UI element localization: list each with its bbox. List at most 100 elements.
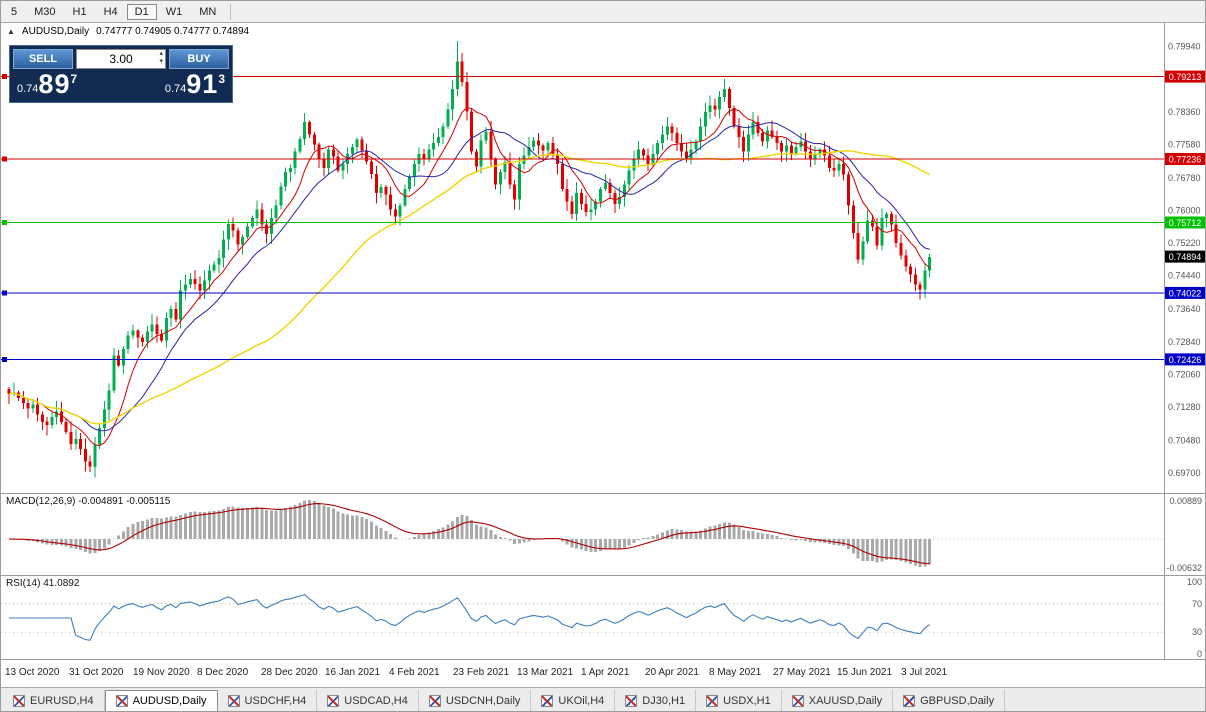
tab-chart-icon bbox=[625, 694, 638, 707]
candlestick-series bbox=[7, 40, 932, 478]
timeframe-button-h4[interactable]: H4 bbox=[103, 5, 118, 18]
svg-text:0.75220: 0.75220 bbox=[1168, 238, 1201, 248]
macd-histogram bbox=[12, 500, 932, 567]
svg-text:0.74022: 0.74022 bbox=[1169, 288, 1202, 298]
buy-button[interactable]: BUY bbox=[169, 49, 229, 69]
rsi-level-30: 30 bbox=[1191, 627, 1202, 637]
rsi-level-100: 100 bbox=[1186, 577, 1202, 587]
sell-price-pips: 89 bbox=[38, 69, 71, 99]
sell-price-point: 7 bbox=[70, 72, 78, 86]
sell-price-base: 0.74 bbox=[17, 83, 39, 95]
tab-label: GBPUSD,Daily bbox=[920, 694, 995, 707]
timeframe-button-d1[interactable]: D1 bbox=[126, 3, 157, 20]
svg-text:0.74440: 0.74440 bbox=[1168, 271, 1201, 281]
time-axis-label: 15 Jun 2021 bbox=[837, 667, 893, 678]
chart-title: ▲ AUDUSD,Daily 0.74777 0.74905 0.74777 0… bbox=[7, 26, 249, 37]
time-axis-label: 27 May 2021 bbox=[773, 667, 831, 678]
chart-ohlc-values: 0.74777 0.74905 0.74777 0.74894 bbox=[96, 26, 250, 37]
timeframe-button-w1[interactable]: W1 bbox=[165, 5, 183, 18]
svg-text:0.73640: 0.73640 bbox=[1168, 304, 1201, 314]
tab-label: XAUUSD,Daily bbox=[808, 694, 883, 707]
time-axis-label: 1 Apr 2021 bbox=[581, 667, 630, 678]
rsi-level-70: 70 bbox=[1191, 599, 1202, 609]
tab-label: EURUSD,H4 bbox=[30, 694, 94, 707]
toolbar-separator bbox=[230, 3, 232, 20]
rsi-indicator-pane: RSI(14) 41.0892 100 70 30 0 bbox=[1, 575, 1205, 659]
macd-scale-max: 0.00889 bbox=[1169, 496, 1202, 506]
time-axis-label: 8 May 2021 bbox=[709, 667, 762, 678]
tab-chart-icon bbox=[706, 694, 719, 707]
chart-symbol-period: AUDUSD,Daily bbox=[21, 26, 90, 37]
svg-text:0.77580: 0.77580 bbox=[1168, 140, 1201, 150]
tab-chart-icon bbox=[428, 694, 441, 707]
chart-tab-audusd-daily[interactable]: AUDUSD,Daily bbox=[104, 689, 218, 711]
rsi-label: RSI(14) 41.0892 bbox=[6, 578, 80, 589]
buy-price-base: 0.74 bbox=[164, 83, 187, 95]
time-axis-label: 31 Oct 2020 bbox=[69, 667, 124, 678]
rsi-line bbox=[9, 593, 930, 641]
price-chart-pane: 0.799400.791600.783600.775800.767800.760… bbox=[1, 23, 1205, 493]
timeframe-button-h1[interactable]: H1 bbox=[72, 5, 87, 18]
tab-chart-icon bbox=[115, 694, 128, 707]
tab-label: USDCHF,H4 bbox=[244, 694, 307, 707]
buy-price-pips: 91 bbox=[186, 69, 219, 99]
macd-label: MACD(12,26,9) -0.004891 -0.005115 bbox=[6, 496, 171, 507]
tab-label: USDCNH,Daily bbox=[445, 694, 521, 707]
price-axis-line-flags: 0.79213 0.77236 0.75712 0.74022 0.72426 0.748… bbox=[1165, 70, 1205, 366]
volume-increase-button[interactable]: ▴ bbox=[159, 50, 163, 57]
timeframe-button-mn[interactable]: MN bbox=[199, 5, 217, 18]
time-axis-label: 3 Jul 2021 bbox=[901, 667, 948, 678]
volume-spinner: ▴ ▾ bbox=[159, 50, 163, 66]
one-click-collapse-icon[interactable]: ▲ bbox=[7, 27, 15, 36]
svg-text:0.72060: 0.72060 bbox=[1168, 370, 1201, 380]
volume-decrease-button[interactable]: ▾ bbox=[159, 58, 163, 65]
moving-average-lines bbox=[8, 106, 930, 447]
chart-tab-usdcnh-daily[interactable]: USDCNH,Daily bbox=[419, 689, 532, 711]
tab-label: AUDUSD,Daily bbox=[132, 694, 207, 707]
tab-chart-icon bbox=[327, 694, 340, 707]
volume-input[interactable]: 3.00 ▴ ▾ bbox=[76, 49, 166, 69]
svg-text:0.75712: 0.75712 bbox=[1169, 218, 1202, 228]
timeframe-button-m30[interactable]: M30 bbox=[34, 5, 56, 18]
svg-text:0.79213: 0.79213 bbox=[1169, 72, 1202, 82]
sell-button[interactable]: SELL bbox=[13, 49, 73, 69]
svg-text:0.70480: 0.70480 bbox=[1168, 436, 1201, 446]
time-axis-label: 13 Oct 2020 bbox=[5, 667, 60, 678]
buy-price-point: 3 bbox=[218, 72, 225, 86]
tab-chart-icon bbox=[541, 694, 554, 707]
one-click-trading-panel: SELL 3.00 ▴ ▾ BUY 0.74 89 7 0.74 bbox=[9, 45, 233, 103]
svg-text:0.77236: 0.77236 bbox=[1169, 155, 1202, 165]
timeframe-toolbar: 5 M30 H1 H4 D1 W1 MN bbox=[1, 1, 1205, 23]
time-axis-label: 19 Nov 2020 bbox=[133, 667, 190, 678]
time-axis-label: 23 Feb 2021 bbox=[453, 667, 510, 678]
current-price-flag bbox=[1165, 250, 1205, 263]
timeframe-button-5[interactable]: 5 bbox=[11, 5, 18, 18]
tab-chart-icon bbox=[791, 694, 804, 707]
chart-tab-ukoil-h4[interactable]: UKOil,H4 bbox=[531, 689, 616, 711]
chart-tab-usdchf-h4[interactable]: USDCHF,H4 bbox=[218, 689, 318, 711]
svg-text:0.76780: 0.76780 bbox=[1168, 173, 1201, 183]
chart-tab-dj30-h1[interactable]: DJ30,H1 bbox=[615, 689, 697, 711]
tab-chart-icon bbox=[13, 694, 25, 707]
rsi-level-0: 0 bbox=[1196, 649, 1202, 659]
time-axis-label: 8 Dec 2020 bbox=[197, 667, 249, 678]
svg-text:0.78360: 0.78360 bbox=[1168, 107, 1201, 117]
svg-text:0.79940: 0.79940 bbox=[1168, 41, 1201, 51]
chart-tab-usdx-h1[interactable]: USDX,H1 bbox=[696, 689, 782, 711]
chart-tab-usdcad-h4[interactable]: USDCAD,H4 bbox=[317, 689, 419, 711]
chart-tab-xauusd-daily[interactable]: XAUUSD,Daily bbox=[782, 689, 894, 711]
chart-tab-eurusd-h4[interactable]: EURUSD,H4 bbox=[3, 689, 105, 711]
volume-value: 3.00 bbox=[109, 52, 133, 66]
time-axis-label: 28 Dec 2020 bbox=[261, 667, 318, 678]
chart-tab-gbpusd-daily[interactable]: GBPUSD,Daily bbox=[893, 689, 1006, 711]
macd-scale-min: -0.00632 bbox=[1166, 563, 1202, 573]
tab-label: UKOil,H4 bbox=[558, 694, 605, 707]
time-axis-label: 16 Jan 2021 bbox=[325, 667, 381, 678]
time-axis-label: 4 Feb 2021 bbox=[389, 667, 440, 678]
tab-label: DJ30,H1 bbox=[642, 694, 686, 707]
tab-label: USDCAD,H4 bbox=[344, 694, 408, 707]
sell-price: 0.74 89 7 bbox=[17, 70, 77, 99]
time-axis-label: 20 Apr 2021 bbox=[645, 667, 699, 678]
svg-text:0.76000: 0.76000 bbox=[1168, 206, 1201, 216]
